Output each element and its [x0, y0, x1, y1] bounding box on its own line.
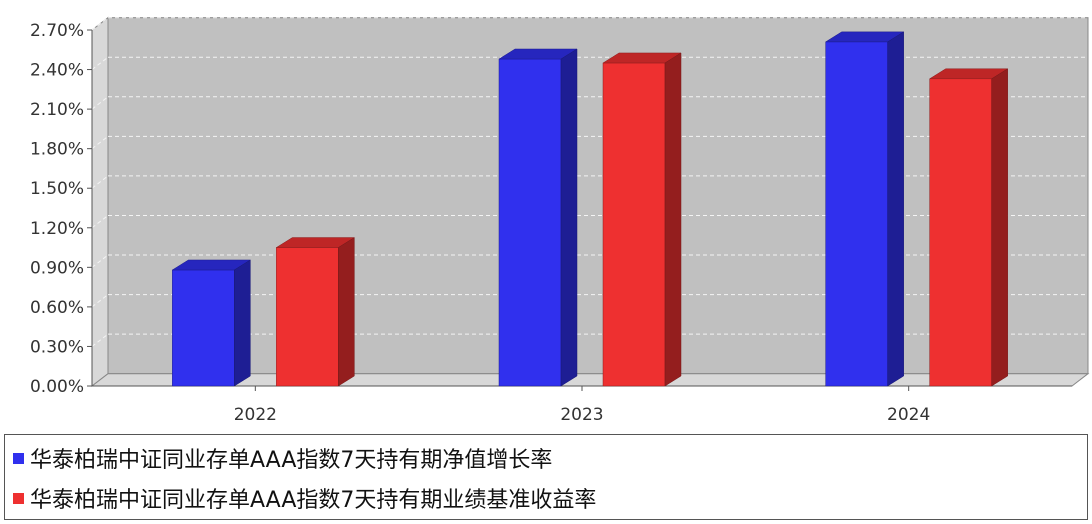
gridline: [91, 17, 109, 31]
bar-2023-s0-front: [498, 58, 562, 387]
left-wall: [91, 16, 109, 388]
y-tick-label: 2.10%: [30, 100, 84, 120]
plot-background: [107, 17, 1089, 375]
bar-2024-s1-front: [929, 78, 992, 387]
gridline: [91, 175, 109, 189]
legend-label: 华泰柏瑞中证同业存单AAA指数7天持有期净值增长率: [30, 448, 553, 473]
bar-2024-s1-side: [991, 68, 1008, 387]
y-tick-label: 2.70%: [30, 21, 84, 41]
gridline: [91, 294, 109, 308]
y-tick-label: 0.90%: [30, 258, 84, 278]
gridline: [91, 215, 109, 229]
y-tick-label: 1.80%: [30, 140, 84, 160]
gridline: [91, 135, 109, 150]
y-tick-label: 0.30%: [30, 337, 84, 357]
x-tick-label: 2023: [560, 405, 603, 425]
y-tick-label: 0.00%: [30, 377, 84, 397]
legend-item: 华泰柏瑞中证同业存单AAA指数7天持有期业绩基准收益率: [13, 483, 596, 513]
bar-2023-s0-side: [560, 48, 578, 387]
bar-2022-s1-side: [338, 237, 355, 387]
gridline: [91, 56, 109, 70]
bar-2024-s0-side: [887, 31, 904, 387]
x-tick-label: 2024: [887, 405, 930, 425]
legend: 华泰柏瑞中证同业存单AAA指数7天持有期净值增长率 华泰柏瑞中证同业存单AAA指…: [4, 434, 1088, 520]
bar-2024-s0-front: [825, 41, 888, 387]
bar-2023-s1-front: [602, 62, 666, 387]
legend-label: 华泰柏瑞中证同业存单AAA指数7天持有期业绩基准收益率: [30, 488, 597, 513]
y-tick-label: 1.50%: [30, 179, 84, 199]
bar-2022-s1-front: [276, 247, 339, 387]
bar-chart: 0.00% 0.30% 0.60% 0.90% 1.20% 1.50% 1.80% 2.10%…: [30, 16, 1090, 425]
y-tick-label: 1.20%: [30, 219, 84, 239]
legend-swatch-red: [13, 492, 24, 504]
legend-swatch-blue: [13, 452, 24, 464]
chart-area: 0.00% 0.30% 0.60% 0.90% 1.20% 1.50% 1.80% 2.10%…: [30, 16, 1090, 425]
bar-2022-s0-side: [234, 259, 251, 387]
gridline: [91, 333, 109, 347]
y-tick-label: 0.60%: [30, 298, 84, 318]
bar-2023-s1-side: [664, 52, 682, 387]
gridline: [91, 96, 109, 110]
bar-2022-s0-front: [172, 269, 235, 387]
y-tick-label: 2.40%: [30, 61, 84, 81]
legend-item: 华泰柏瑞中证同业存单AAA指数7天持有期净值增长率: [13, 443, 552, 473]
x-tick-label: 2022: [234, 405, 277, 425]
gridline: [91, 254, 109, 268]
